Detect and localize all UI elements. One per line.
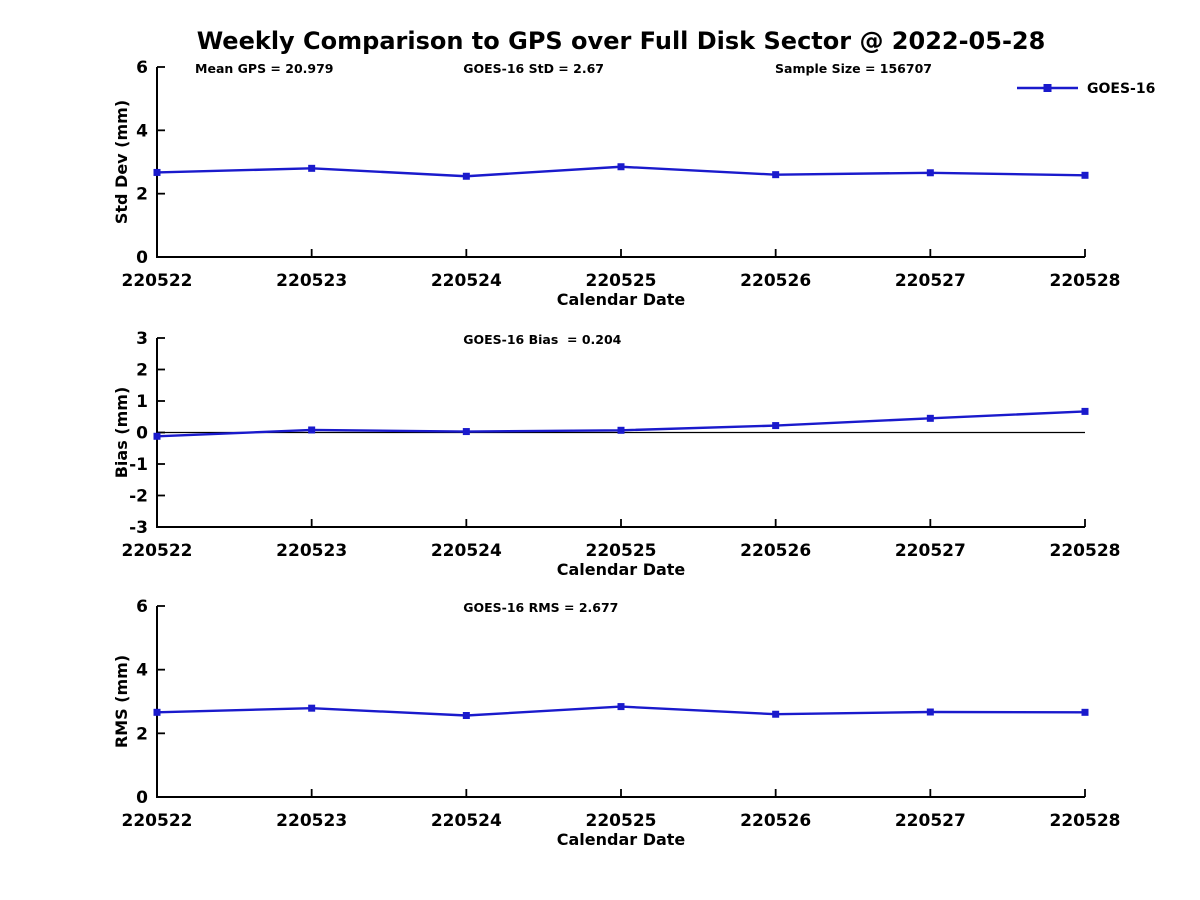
rms-plot: 0 2 4 6 220522 220523 220524 220525 220526 220527… — [112, 597, 1120, 849]
y-tick-label: -1 — [129, 455, 148, 475]
x-tick-label: 220524 — [431, 541, 502, 561]
y-tick-label: 2 — [136, 185, 148, 205]
y-tick-label: 6 — [136, 58, 148, 78]
data-point-marker — [617, 163, 625, 171]
x-tick-label: 220526 — [740, 811, 811, 831]
data-point-marker — [1081, 407, 1089, 415]
y-tick-label: 3 — [136, 329, 148, 349]
x-tick-label: 220528 — [1050, 811, 1121, 831]
annotation: GOES-16 StD = 2.67 — [463, 61, 604, 76]
annotation: Sample Size = 156707 — [775, 61, 932, 76]
x-tick-label: 220527 — [895, 811, 966, 831]
legend-marker — [1043, 84, 1052, 92]
x-axis-title: Calendar Date — [557, 560, 686, 579]
data-point-marker — [308, 704, 316, 712]
x-tick-label: 220526 — [740, 541, 811, 561]
y-tick-label: 1 — [136, 392, 148, 412]
data-point-marker — [926, 169, 934, 177]
data-point-marker — [153, 432, 161, 440]
x-tick-label: 220526 — [740, 271, 811, 291]
data-point-marker — [153, 168, 161, 176]
data-point-marker — [462, 428, 470, 436]
x-tick-label: 220524 — [431, 271, 502, 291]
axes-spines — [156, 67, 1085, 258]
x-tick-label: 220522 — [122, 541, 193, 561]
y-tick-label: -3 — [129, 518, 148, 538]
data-point-marker — [308, 426, 316, 434]
x-tick-label: 220527 — [895, 541, 966, 561]
x-tick-label: 220523 — [276, 271, 347, 291]
data-point-marker — [617, 426, 625, 434]
data-point-marker — [462, 712, 470, 720]
axes-spines — [156, 606, 1085, 798]
y-tick-label: 2 — [136, 724, 148, 744]
data-point-marker — [772, 422, 780, 430]
y-tick-label: 0 — [136, 788, 148, 808]
data-point-marker — [1081, 708, 1089, 716]
bias-plot: -3 -2 -1 0 1 2 3 220522 220523 220524 220525 220526… — [112, 329, 1120, 579]
y-tick-label: 4 — [136, 121, 148, 141]
y-axis-title: Std Dev (mm) — [112, 100, 131, 224]
data-point-marker — [1081, 171, 1089, 179]
y-tick-label: 4 — [136, 661, 148, 681]
x-tick-label: 220525 — [586, 271, 657, 291]
chart-title: Weekly Comparison to GPS over Full Disk … — [196, 27, 1046, 55]
y-tick-label: -2 — [129, 487, 148, 507]
data-point-marker — [462, 172, 470, 180]
y-tick-label: 0 — [136, 424, 148, 444]
y-tick-label: 0 — [136, 248, 148, 268]
y-axis-title: RMS (mm) — [112, 655, 131, 748]
std-dev-plot: 0 2 4 6 220522 220523 220524 220525 220526 220527… — [112, 58, 1155, 309]
data-point-marker — [308, 164, 316, 172]
x-tick-label: 220525 — [586, 811, 657, 831]
x-tick-label: 220525 — [586, 541, 657, 561]
data-point-marker — [772, 710, 780, 718]
x-tick-label: 220528 — [1050, 271, 1121, 291]
annotation: GOES-16 RMS = 2.677 — [463, 600, 618, 615]
x-tick-label: 220522 — [122, 271, 193, 291]
x-tick-label: 220524 — [431, 811, 502, 831]
data-point-marker — [153, 708, 161, 716]
x-tick-label: 220523 — [276, 811, 347, 831]
annotation: Mean GPS = 20.979 — [195, 61, 333, 76]
x-axis-title: Calendar Date — [557, 290, 686, 309]
annotation: GOES-16 Bias = 0.204 — [463, 332, 621, 347]
x-axis-title: Calendar Date — [557, 830, 686, 849]
data-point-marker — [617, 703, 625, 711]
y-tick-label: 6 — [136, 597, 148, 617]
y-axis-title: Bias (mm) — [112, 387, 131, 479]
data-point-marker — [926, 708, 934, 716]
x-tick-label: 220527 — [895, 271, 966, 291]
legend-label: GOES-16 — [1087, 81, 1155, 97]
x-tick-label: 220522 — [122, 811, 193, 831]
y-tick-label: 2 — [136, 361, 148, 381]
data-point-marker — [926, 414, 934, 422]
x-tick-label: 220528 — [1050, 541, 1121, 561]
legend: GOES-16 — [1017, 81, 1155, 97]
x-tick-label: 220523 — [276, 541, 347, 561]
data-point-marker — [772, 171, 780, 179]
